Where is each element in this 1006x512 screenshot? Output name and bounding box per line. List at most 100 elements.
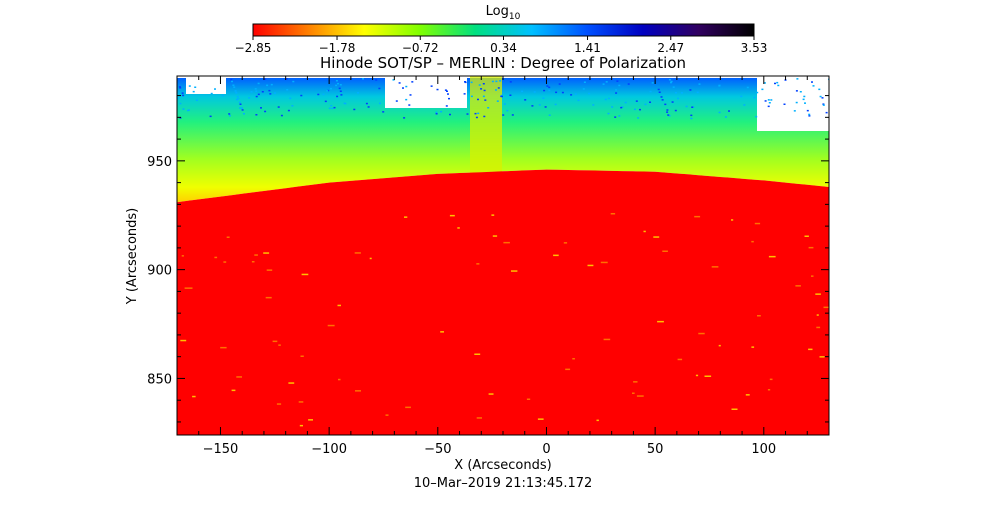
noise-dot bbox=[367, 106, 370, 108]
disk-feature bbox=[745, 394, 750, 396]
x-tick-label-2: −50 bbox=[424, 442, 451, 457]
noise-dot bbox=[478, 84, 481, 86]
noise-dot bbox=[228, 115, 231, 117]
noise-dot bbox=[634, 108, 636, 111]
noise-dot bbox=[480, 88, 483, 90]
noise-dot bbox=[818, 88, 821, 91]
x-tick-label-3: 0 bbox=[542, 442, 550, 457]
noise-dot bbox=[796, 78, 799, 80]
noise-dot bbox=[411, 81, 414, 83]
disk-feature bbox=[511, 270, 518, 272]
disk-feature bbox=[476, 417, 482, 419]
noise-dot bbox=[509, 81, 512, 83]
noise-dot bbox=[548, 89, 551, 92]
disk-feature bbox=[632, 392, 635, 394]
disk-feature bbox=[767, 389, 771, 391]
noise-dot bbox=[446, 90, 448, 92]
colorbar-tick-label-4: 1.41 bbox=[574, 41, 601, 55]
disk-feature bbox=[181, 255, 184, 257]
disk-feature bbox=[636, 395, 644, 397]
noise-dot bbox=[398, 82, 401, 84]
noise-dot bbox=[690, 114, 693, 117]
disk-feature bbox=[272, 340, 278, 343]
noise-dot bbox=[270, 83, 273, 86]
noise-dot bbox=[724, 116, 727, 118]
disk-feature bbox=[695, 374, 699, 377]
noise-dot bbox=[644, 103, 647, 106]
noise-dot bbox=[405, 85, 408, 88]
noise-dot bbox=[482, 83, 485, 85]
disk-feature bbox=[526, 398, 531, 400]
timestamp: 10–Mar–2019 21:13:45.172 bbox=[414, 476, 593, 491]
noise-dot bbox=[474, 112, 477, 115]
noise-dot bbox=[447, 93, 449, 95]
disk-feature bbox=[662, 250, 668, 252]
disk-feature bbox=[804, 235, 809, 237]
noise-dot bbox=[186, 109, 189, 112]
noise-dot bbox=[506, 109, 509, 112]
noise-dot bbox=[618, 84, 621, 87]
noise-dot bbox=[671, 101, 674, 103]
disk-feature bbox=[819, 356, 825, 358]
noise-dot bbox=[649, 90, 652, 93]
noise-dot bbox=[436, 88, 439, 91]
noise-dot bbox=[405, 98, 408, 101]
noise-dot bbox=[808, 115, 811, 117]
noise-dot bbox=[264, 78, 267, 80]
noise-dot bbox=[808, 113, 811, 116]
noise-dot bbox=[614, 116, 617, 118]
noise-dot bbox=[753, 96, 756, 99]
noise-dot bbox=[822, 104, 825, 106]
colorbar bbox=[252, 23, 755, 37]
noise-dot bbox=[777, 84, 780, 87]
noise-dot bbox=[402, 87, 404, 89]
noise-dot bbox=[333, 106, 336, 109]
colorbar-label-subscript: 10 bbox=[509, 12, 521, 22]
noise-dot bbox=[799, 91, 802, 93]
disk-feature bbox=[757, 315, 761, 317]
noise-dot bbox=[392, 79, 395, 81]
noise-dot bbox=[255, 90, 258, 92]
noise-dot bbox=[403, 117, 406, 119]
noise-dot bbox=[690, 117, 693, 120]
noise-dot bbox=[365, 102, 368, 105]
noise-dot bbox=[331, 107, 334, 110]
polarization-map bbox=[177, 76, 829, 435]
noise-dot bbox=[607, 97, 610, 100]
noise-dot bbox=[362, 78, 364, 80]
x-tick-label-0: −150 bbox=[203, 442, 239, 457]
disk-feature bbox=[251, 261, 255, 263]
colorbar-ticks: −2.85 −1.78 −0.72 0.34 1.41 2.47 3.53 bbox=[235, 36, 767, 55]
noise-dot bbox=[795, 101, 798, 104]
noise-dot bbox=[255, 114, 258, 116]
noise-dot bbox=[502, 114, 505, 116]
noise-dot bbox=[470, 81, 473, 84]
noise-dot bbox=[582, 88, 585, 90]
noise-dot bbox=[804, 102, 806, 104]
noise-dot bbox=[228, 113, 231, 115]
disk-feature bbox=[768, 255, 776, 258]
disk-feature bbox=[537, 418, 544, 420]
noise-dot bbox=[574, 93, 577, 95]
noise-dot bbox=[232, 84, 235, 86]
noise-dot bbox=[194, 86, 197, 88]
disk-feature bbox=[288, 382, 295, 384]
noise-dot bbox=[635, 100, 638, 102]
disk-feature bbox=[405, 406, 411, 409]
noise-dot bbox=[177, 97, 180, 99]
disk-feature bbox=[404, 216, 408, 218]
noise-dot bbox=[664, 103, 667, 106]
noise-dot bbox=[475, 116, 478, 119]
noise-dot bbox=[605, 81, 608, 83]
noise-dot bbox=[728, 110, 730, 112]
colorbar-label: Log10 bbox=[486, 4, 521, 22]
disk-feature bbox=[677, 358, 683, 361]
noise-dot bbox=[181, 92, 184, 94]
noise-dot bbox=[435, 111, 438, 114]
noise-dot bbox=[264, 110, 267, 113]
disk-feature bbox=[823, 306, 829, 309]
noise-dot bbox=[763, 82, 766, 84]
noise-dot bbox=[291, 105, 294, 107]
y-axis-ticks: 850 900 950 bbox=[147, 95, 829, 423]
disk-feature bbox=[657, 320, 664, 323]
